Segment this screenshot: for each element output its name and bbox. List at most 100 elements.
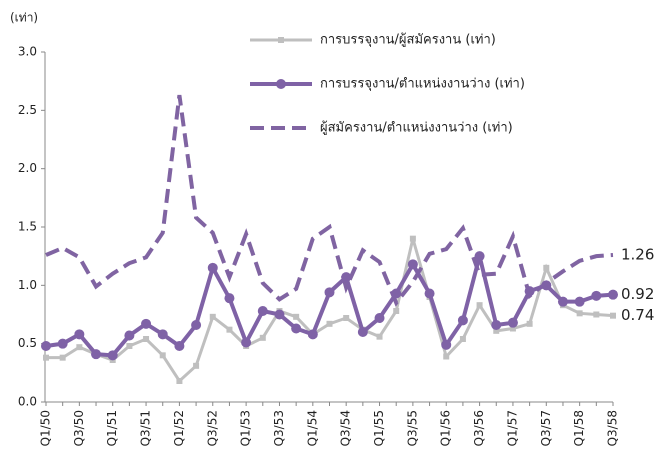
y-tick-label: 0.0 xyxy=(18,395,37,409)
x-tick-label: Q1/58 xyxy=(572,410,586,446)
point xyxy=(476,302,483,309)
series-line xyxy=(45,94,614,307)
legend-marker xyxy=(278,37,284,43)
point xyxy=(393,308,400,314)
point xyxy=(507,317,518,328)
y-tick-label: 2.0 xyxy=(18,161,37,175)
point xyxy=(174,341,185,351)
y-tick-label: 0.5 xyxy=(18,336,37,350)
point xyxy=(176,378,183,384)
point xyxy=(224,293,235,304)
point xyxy=(191,320,202,330)
legend-label: การบรรจุงาน/ผู้สมัครงาน (เท่า) xyxy=(320,33,496,48)
point xyxy=(241,337,252,348)
x-tick-label: Q3/58 xyxy=(606,410,620,446)
x-tick-label: Q1/50 xyxy=(39,410,53,446)
point xyxy=(124,330,135,341)
point xyxy=(557,296,568,307)
point xyxy=(143,336,150,342)
point xyxy=(76,344,83,351)
point xyxy=(293,313,300,320)
x-tick-label: Q1/56 xyxy=(439,410,453,446)
point xyxy=(376,333,383,340)
end-value-label: 0.92 xyxy=(621,285,654,303)
point xyxy=(341,272,352,283)
x-tick-label: Q3/54 xyxy=(339,410,353,446)
point xyxy=(374,313,385,323)
point xyxy=(491,320,502,330)
x-tick-label: Q1/55 xyxy=(372,410,386,446)
point xyxy=(209,313,216,320)
point xyxy=(257,306,268,316)
point xyxy=(126,343,133,349)
y-tick-label: 1.5 xyxy=(18,220,37,234)
point xyxy=(57,338,68,349)
x-tick-label: Q1/52 xyxy=(172,410,186,446)
point xyxy=(41,341,51,351)
x-tick-label: Q3/55 xyxy=(405,410,419,446)
y-tick-label: 3.0 xyxy=(18,45,37,59)
x-tick-label: Q3/50 xyxy=(72,410,86,446)
point xyxy=(193,362,200,369)
y-tick-label: 2.5 xyxy=(18,103,37,117)
y-axis-label: (เท่า) xyxy=(10,11,38,25)
end-value-label: 0.74 xyxy=(621,306,654,324)
point xyxy=(457,315,468,326)
point xyxy=(610,312,616,319)
x-tick-label: Q1/54 xyxy=(305,410,319,446)
point xyxy=(259,334,266,341)
point xyxy=(509,325,516,332)
point xyxy=(409,235,416,242)
point xyxy=(43,354,49,361)
point xyxy=(493,327,500,334)
x-tick-label: Q1/53 xyxy=(239,410,253,446)
point xyxy=(343,315,350,321)
end-value-label: 1.26 xyxy=(621,246,654,264)
point xyxy=(441,339,452,350)
point xyxy=(424,288,435,299)
point xyxy=(326,320,333,327)
x-tick-label: Q1/57 xyxy=(505,410,519,446)
point xyxy=(608,289,618,300)
point xyxy=(524,286,535,297)
point xyxy=(541,280,552,291)
point xyxy=(141,318,152,329)
point xyxy=(574,296,585,307)
point xyxy=(443,353,450,360)
x-tick-label: Q3/51 xyxy=(139,410,153,446)
point xyxy=(526,320,533,327)
point xyxy=(274,309,285,320)
legend-label: การบรรจุงาน/ตำแหน่งงานว่าง (เท่า) xyxy=(320,77,525,92)
point xyxy=(159,352,166,359)
x-tick-label: Q3/53 xyxy=(272,410,286,446)
point xyxy=(157,329,168,340)
x-tick-label: Q1/51 xyxy=(105,410,119,446)
point xyxy=(226,326,233,333)
point xyxy=(543,264,550,271)
point xyxy=(59,354,66,361)
point xyxy=(591,290,602,301)
point xyxy=(391,288,402,299)
legend-label: ผู้สมัครงาน/ตำแหน่งงานว่าง (เท่า) xyxy=(320,121,513,136)
x-tick-label: Q3/52 xyxy=(205,410,219,446)
point xyxy=(474,251,485,262)
point xyxy=(74,329,85,340)
x-tick-label: Q3/57 xyxy=(539,410,553,446)
series-line xyxy=(46,238,614,384)
point xyxy=(291,323,302,334)
point xyxy=(207,262,218,273)
point xyxy=(407,259,418,270)
point xyxy=(593,311,600,318)
point xyxy=(357,327,368,337)
legend-marker xyxy=(276,79,286,89)
y-tick-label: 1.0 xyxy=(18,278,37,292)
point xyxy=(576,310,583,317)
series-line xyxy=(45,255,614,358)
point xyxy=(459,336,466,342)
point xyxy=(324,287,335,298)
x-tick-label: Q3/56 xyxy=(472,410,486,446)
point xyxy=(107,350,118,361)
point xyxy=(307,329,318,340)
point xyxy=(91,349,102,360)
